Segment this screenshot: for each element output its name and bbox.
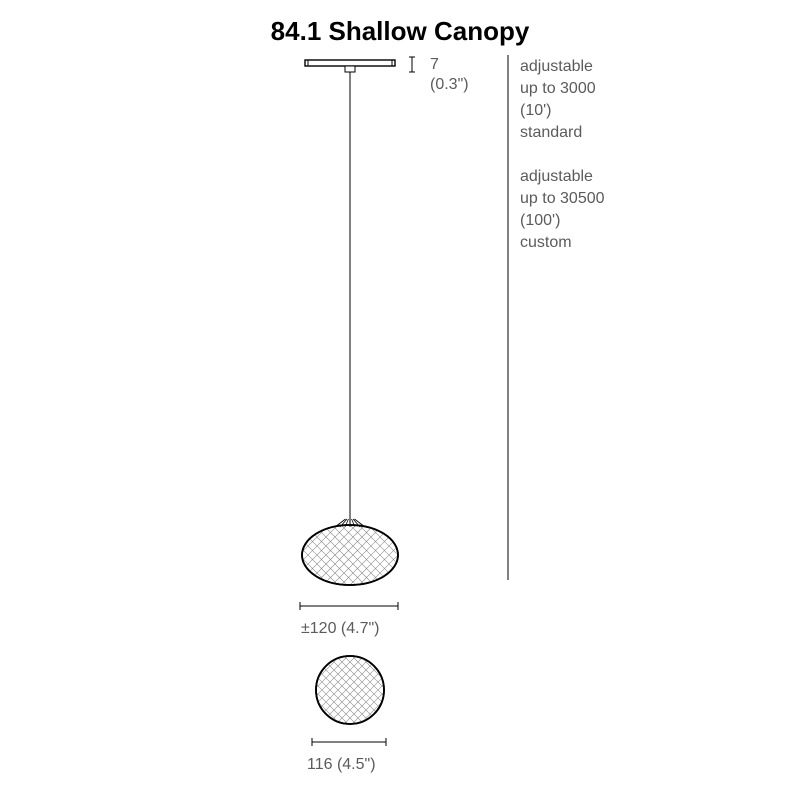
note-standard: adjustableup to 3000(10')standard — [520, 56, 605, 144]
pendant-side-width-label: ±120 (4.7") — [301, 620, 380, 638]
pendant-plan-view — [248, 656, 516, 724]
pendant-side-view — [242, 519, 509, 585]
canopy-height-value-mm: 7 — [430, 56, 439, 74]
note-std-line-0: adjustable — [520, 56, 605, 78]
note-custom: adjustableup to 30500(100')custom — [520, 166, 605, 254]
note-cust-line-3: custom — [520, 232, 605, 254]
cable-length-notes: adjustableup to 3000(10')standardadjusta… — [520, 56, 605, 254]
note-std-line-3: standard — [520, 122, 605, 144]
note-cust-line-1: up to 30500 — [520, 188, 605, 210]
pendant-plan-width-dimension — [312, 738, 386, 746]
note-std-line-2: (10') — [520, 100, 605, 122]
canopy-outline — [305, 60, 395, 72]
diagram-canvas — [0, 0, 800, 800]
canopy-height-dimension — [409, 57, 415, 72]
canopy-height-value-in: (0.3") — [430, 76, 469, 94]
pendant-side-width-dimension — [300, 602, 398, 610]
note-std-line-1: up to 3000 — [520, 78, 605, 100]
note-cust-line-0: adjustable — [520, 166, 605, 188]
note-cust-line-2: (100') — [520, 210, 605, 232]
pendant-plan-width-label: 116 (4.5") — [307, 756, 376, 774]
